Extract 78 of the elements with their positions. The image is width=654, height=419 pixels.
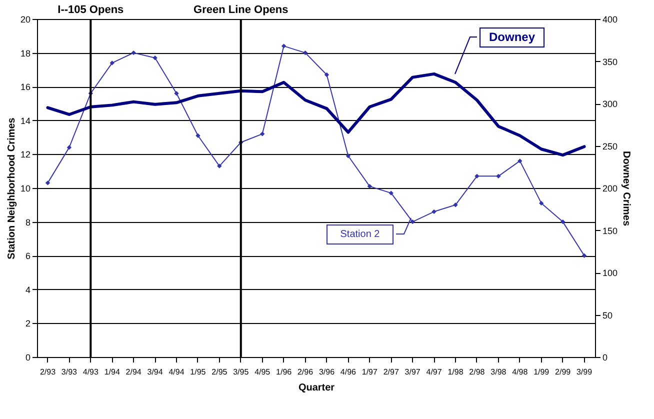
x-tick-label: 1/97 [362,368,378,376]
ref-line-label: Green Line Opens [194,4,288,16]
x-tick-label: 4/95 [254,368,271,376]
x-tick-label: 3/94 [147,368,164,376]
y2-tick-label: 150 [602,226,618,236]
point [539,200,544,206]
point [260,132,265,136]
x-tick-label: 1/96 [276,368,292,376]
x-tick-label: 2/94 [126,368,142,376]
y2-tick-label: 0 [602,352,608,362]
x-tick-label: 4/94 [168,368,185,376]
point [453,202,458,208]
x-tick-label: 2/98 [469,368,486,376]
text: Station 2 [340,229,380,240]
y2-tick-label: 250 [602,141,618,152]
point [474,174,480,179]
y-tick-label: 16 [20,82,30,92]
point [388,190,394,196]
y-tick-label: 14 [20,116,30,126]
y2-tick-label: 300 [602,99,618,109]
y-tick-label: 0 [25,352,30,362]
x-tick-label: 4/97 [426,368,442,376]
point [582,253,587,258]
x-tick-label: 1/94 [104,368,120,376]
x-tick-label: 3/95 [233,368,250,376]
x-tick-label: 3/96 [318,368,336,376]
ref-line-label: I--105 Opens [58,4,124,16]
x-tick-label: 2/99 [555,368,572,376]
point [496,174,501,179]
point [432,209,436,214]
x-tick-label: 2/96 [297,368,314,376]
point [302,50,308,56]
y2-tick-label: 200 [602,184,618,194]
x-tick-label: 2/95 [212,368,228,376]
y-tick-label: 4 [25,284,30,295]
x-tick-label: 3/99 [576,368,593,376]
y-tick-label: 8 [25,217,30,228]
x-tick-label: 4/96 [340,368,357,376]
point [518,158,522,164]
point [131,50,136,56]
x-tick-label: 3/97 [404,368,421,376]
x-tick-label: 3/93 [61,368,78,376]
y2-tick-label: 100 [602,268,618,278]
point [196,133,200,138]
x-tick-label: 2/97 [383,368,400,376]
point [217,164,222,168]
x-tick-label: 4/93 [82,368,99,376]
x-axis-title: Quarter [298,382,335,394]
y-axis-title: Station Neighborhood Crimes [6,117,18,260]
y2-tick-label: 400 [602,14,618,24]
x-tick-label: 1/99 [534,368,550,376]
point [410,219,415,224]
point [174,91,179,96]
y-tick-label: 20 [20,14,30,24]
point [66,145,72,150]
y-tick-label: 10 [20,184,30,194]
point [324,72,330,78]
y-tick-label: 2 [25,318,30,329]
point [110,60,114,66]
point [560,219,566,224]
y-tick-label: 6 [25,251,30,262]
line-series [46,72,586,157]
point [346,154,351,158]
y-tick-label: 18 [20,48,30,58]
text: Downey [488,30,536,44]
y2-tick-label: 50 [602,310,613,320]
x-tick-label: 4/98 [512,368,528,376]
y2-axis-title: Downey Crimes [620,150,632,226]
y2-tick-label: 350 [602,56,618,67]
point [367,184,372,189]
point [45,180,50,186]
x-tick-label: 3/98 [490,368,507,376]
x-tick-label: 2/93 [40,368,56,376]
y-tick-label: 12 [20,150,30,160]
x-tick-label: 1/95 [190,368,206,376]
point [281,44,286,48]
point [152,56,158,60]
x-tick-label: 1/98 [448,368,464,376]
